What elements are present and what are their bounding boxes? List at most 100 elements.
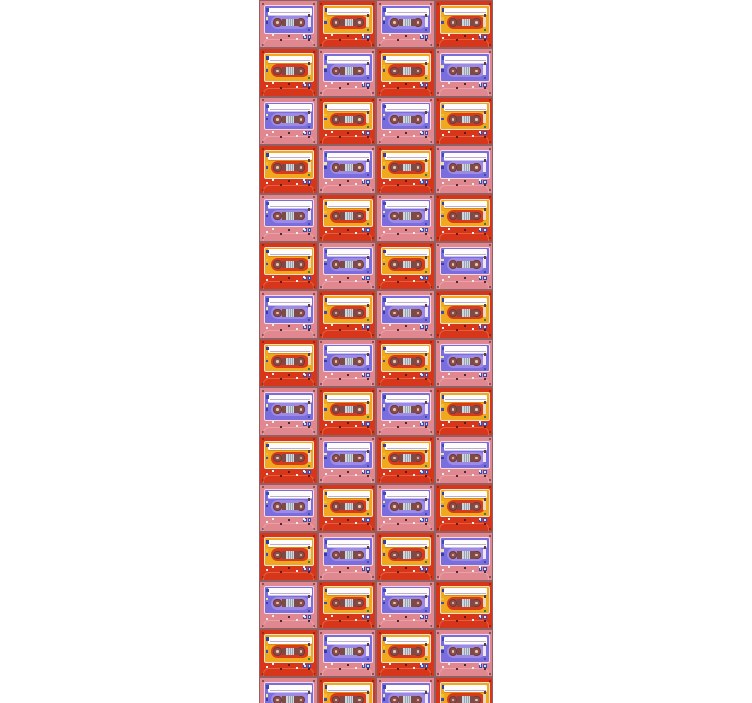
cassette-tile bbox=[259, 387, 318, 436]
tile-screw-icon bbox=[430, 382, 432, 385]
cassette-icon bbox=[381, 295, 431, 329]
confetti-dot bbox=[272, 34, 274, 36]
write-protect-tab bbox=[307, 566, 311, 571]
write-protect-tab bbox=[483, 34, 487, 39]
cassette-edge-marker-icon bbox=[324, 549, 327, 552]
tile-screw-icon bbox=[313, 50, 315, 53]
cassette-reel-icon bbox=[472, 260, 481, 269]
tape-spindle-gap bbox=[461, 18, 470, 27]
cassette-edge-marker-icon bbox=[324, 650, 327, 653]
cassette-label-strip bbox=[326, 539, 370, 547]
confetti-dot bbox=[324, 520, 327, 523]
cassette-tape-block bbox=[340, 260, 357, 269]
cassette-edge-marker-icon bbox=[324, 500, 327, 504]
cassette-reel-icon bbox=[448, 18, 457, 27]
tile-screw-icon bbox=[437, 527, 439, 530]
cassette-side-tower-icon bbox=[307, 304, 311, 317]
write-protect-tab bbox=[483, 518, 487, 523]
cassette-status-dot-icon bbox=[308, 367, 310, 370]
confetti-dot bbox=[413, 521, 415, 524]
spindle-tooth bbox=[407, 454, 408, 462]
spindle-tooth bbox=[350, 454, 352, 462]
confetti-dot bbox=[389, 179, 391, 182]
confetti-dot bbox=[330, 324, 333, 327]
tile-screw-icon bbox=[378, 292, 381, 295]
cassette-reel-icon bbox=[296, 405, 305, 414]
cassette-edge-marker-icon bbox=[265, 355, 268, 359]
confetti-dot bbox=[405, 228, 407, 231]
cassette-label-strip bbox=[443, 201, 487, 209]
tile-screw-icon bbox=[430, 334, 432, 337]
confetti-dot bbox=[354, 473, 357, 476]
tile-shelf-arc bbox=[380, 87, 431, 96]
spindle-tooth bbox=[407, 115, 408, 124]
label-side-marker-icon bbox=[324, 249, 327, 254]
cassette-side-tower-icon bbox=[424, 304, 428, 317]
spindle-tooth bbox=[407, 551, 408, 559]
label-ruled-line bbox=[386, 205, 427, 207]
spindle-tooth bbox=[467, 454, 469, 462]
cassette-edge-marker-icon bbox=[324, 601, 327, 605]
cassette-status-dot-icon bbox=[425, 464, 427, 467]
confetti-dot bbox=[383, 424, 385, 427]
tile-screw-icon bbox=[313, 237, 315, 240]
spindle-tooth bbox=[348, 696, 350, 703]
spindle-tooth bbox=[346, 357, 348, 366]
cassette-label-strip bbox=[385, 588, 429, 596]
label-side-marker-icon bbox=[441, 637, 444, 641]
cassette-reel-icon bbox=[472, 211, 481, 221]
confetti-dot bbox=[361, 517, 364, 520]
cassette-icon bbox=[381, 343, 431, 378]
cassette-tile bbox=[376, 483, 435, 533]
confetti-dot bbox=[338, 619, 341, 622]
cassette-tile bbox=[317, 483, 376, 533]
cassette-tape-block bbox=[340, 212, 357, 220]
reel-hub bbox=[358, 21, 361, 24]
tile-screw-icon bbox=[371, 679, 374, 682]
label-side-marker-icon bbox=[266, 395, 269, 399]
label-side-marker-icon bbox=[383, 637, 386, 641]
reel-hub bbox=[358, 311, 361, 315]
tape-spindle-gap bbox=[461, 67, 470, 75]
spindle-tooth bbox=[405, 357, 406, 366]
tile-screw-icon bbox=[320, 50, 322, 53]
confetti-dot bbox=[324, 182, 327, 185]
reel-hub bbox=[334, 505, 337, 508]
confetti-dot bbox=[420, 517, 422, 520]
tape-spindle-gap bbox=[403, 357, 411, 366]
cassette-edge-marker-icon bbox=[441, 694, 444, 697]
confetti-dot bbox=[483, 474, 486, 477]
tile-screw-icon bbox=[437, 285, 439, 288]
spindle-tooth bbox=[290, 163, 291, 172]
tile-screw-icon bbox=[488, 534, 491, 537]
confetti-dot bbox=[308, 280, 310, 283]
confetti-dot bbox=[405, 35, 407, 37]
label-ruled-line bbox=[269, 544, 310, 546]
tape-spindle-gap bbox=[403, 309, 411, 317]
tile-screw-icon bbox=[320, 534, 322, 537]
label-side-marker-icon bbox=[441, 685, 444, 689]
tile-screw-icon bbox=[320, 334, 322, 337]
confetti-dot bbox=[366, 232, 369, 235]
tile-screw-icon bbox=[378, 189, 381, 192]
label-ruled-line bbox=[386, 12, 427, 14]
cassette-edge-marker-icon bbox=[265, 262, 268, 266]
cassette-side-tower-icon bbox=[483, 643, 486, 656]
write-protect-tab bbox=[424, 470, 428, 475]
spindle-tooth bbox=[348, 115, 350, 124]
tile-screw-icon bbox=[378, 534, 381, 537]
label-ruled-line bbox=[445, 496, 486, 497]
label-ruled-line bbox=[328, 108, 369, 110]
confetti-dot bbox=[338, 280, 341, 283]
label-side-marker-icon bbox=[383, 346, 386, 351]
confetti-dot bbox=[330, 34, 333, 36]
tape-spindle-gap bbox=[344, 212, 353, 220]
tile-screw-icon bbox=[371, 50, 374, 53]
spindle-tooth bbox=[467, 502, 469, 511]
cassette-reel-icon bbox=[355, 550, 364, 560]
spindle-tooth bbox=[467, 357, 469, 366]
cassette-tile bbox=[259, 338, 318, 388]
spindle-tooth bbox=[346, 163, 348, 172]
cassette-tile bbox=[317, 435, 376, 484]
write-protect-tab bbox=[483, 228, 487, 233]
